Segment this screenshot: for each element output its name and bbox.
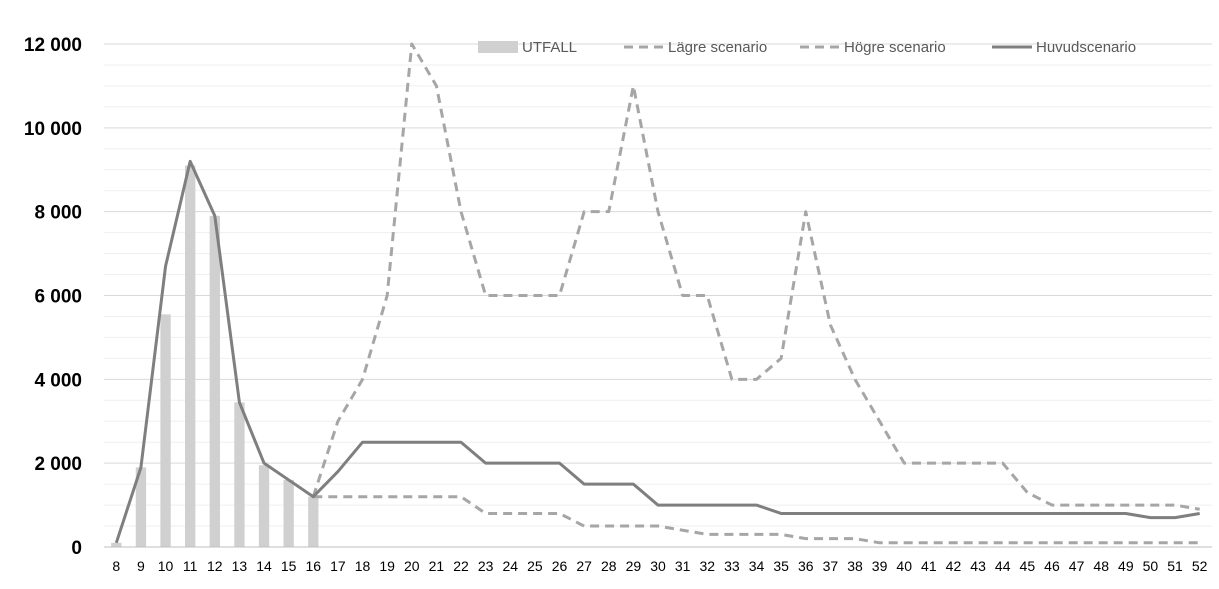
- line-h-gre-scenario: [311, 42, 1200, 511]
- x-tick-label: 35: [773, 558, 789, 574]
- x-tick-label: 51: [1167, 558, 1183, 574]
- x-tick-label: 47: [1069, 558, 1085, 574]
- gridlines: [104, 43, 1212, 527]
- x-tick-label: 22: [453, 558, 469, 574]
- bar-series-utfall: [111, 165, 319, 547]
- x-tick-label: 50: [1143, 558, 1159, 574]
- x-tick-label: 18: [355, 558, 371, 574]
- x-tick-label: 36: [798, 558, 814, 574]
- x-tick-label: 13: [232, 558, 248, 574]
- legend-label: Högre scenario: [844, 39, 946, 56]
- x-tick-label: 10: [158, 558, 174, 574]
- x-tick-label: 40: [896, 558, 912, 574]
- legend-label: UTFALL: [522, 39, 577, 56]
- x-tick-label: 41: [921, 558, 937, 574]
- x-tick-label: 29: [626, 558, 642, 574]
- x-tick-label: 9: [137, 558, 145, 574]
- legend: UTFALL Lägre scenario Högre scenario Huvuds…: [478, 39, 1136, 56]
- bar-utfall-week-11: [185, 165, 196, 547]
- x-tick-label: 49: [1118, 558, 1134, 574]
- legend-label: Lägre scenario: [668, 39, 767, 56]
- bar-utfall-week-14: [258, 465, 270, 547]
- line-series: [114, 42, 1200, 545]
- x-tick-label: 23: [478, 558, 494, 574]
- x-tick-label: 19: [379, 558, 395, 574]
- axes: 0 2 000 4 000 6 000 8 000 10 000 12 000 8 9 10 11 1…: [24, 35, 1212, 574]
- x-tick-label: 46: [1044, 558, 1060, 574]
- x-tick-label: 31: [675, 558, 691, 574]
- y-tick-label: 0: [71, 538, 82, 559]
- bar-utfall-week-13: [234, 402, 245, 547]
- x-tick-label: 28: [601, 558, 617, 574]
- x-tick-label: 33: [724, 558, 740, 574]
- x-tick-label: 12: [207, 558, 223, 574]
- y-tick-label: 4 000: [34, 370, 82, 391]
- x-tick-label: 14: [256, 558, 272, 574]
- x-tick-label: 8: [112, 558, 120, 574]
- x-tick-label: 32: [699, 558, 715, 574]
- line-huvudscenario: [114, 159, 1200, 544]
- x-tick-label: 16: [305, 558, 321, 574]
- x-tick-label: 38: [847, 558, 863, 574]
- bar-utfall-week-15: [283, 479, 294, 547]
- x-tick-label: 30: [650, 558, 666, 574]
- x-tick-label: 52: [1192, 558, 1208, 574]
- x-tick-label: 43: [970, 558, 986, 574]
- bar-utfall-week-10: [160, 314, 171, 547]
- x-tick-label: 21: [429, 558, 445, 574]
- x-tick-label: 26: [552, 558, 568, 574]
- x-tick-label: 39: [872, 558, 888, 574]
- x-tick-label: 37: [823, 558, 839, 574]
- x-tick-label: 44: [995, 558, 1011, 574]
- x-tick-label: 48: [1093, 558, 1109, 574]
- y-tick-label: 2 000: [34, 454, 82, 475]
- y-tick-label: 8 000: [34, 203, 82, 224]
- legend-swatch: [478, 41, 518, 53]
- x-tick-label: 11: [183, 558, 198, 574]
- line-l-gre-scenario: [313, 495, 1200, 545]
- y-tick-label: 10 000: [24, 119, 82, 140]
- x-tick-label: 34: [749, 558, 765, 574]
- x-tick-label: 20: [404, 558, 420, 574]
- legend-label: Huvudscenario: [1036, 39, 1136, 56]
- y-tick-label: 6 000: [34, 287, 82, 308]
- x-tick-label: 17: [330, 558, 346, 574]
- x-tick-label: 45: [1020, 558, 1036, 574]
- x-tick-label: 24: [502, 558, 518, 574]
- y-tick-label: 12 000: [24, 35, 82, 56]
- bar-utfall-week-12: [209, 215, 220, 547]
- bar-utfall-week-16: [308, 496, 319, 547]
- x-tick-label: 15: [281, 558, 297, 574]
- x-tick-label: 27: [576, 558, 592, 574]
- bar-utfall-week-8: [111, 542, 122, 547]
- bar-utfall-week-9: [135, 467, 147, 547]
- x-tick-label: 25: [527, 558, 543, 574]
- x-tick-label: 42: [946, 558, 962, 574]
